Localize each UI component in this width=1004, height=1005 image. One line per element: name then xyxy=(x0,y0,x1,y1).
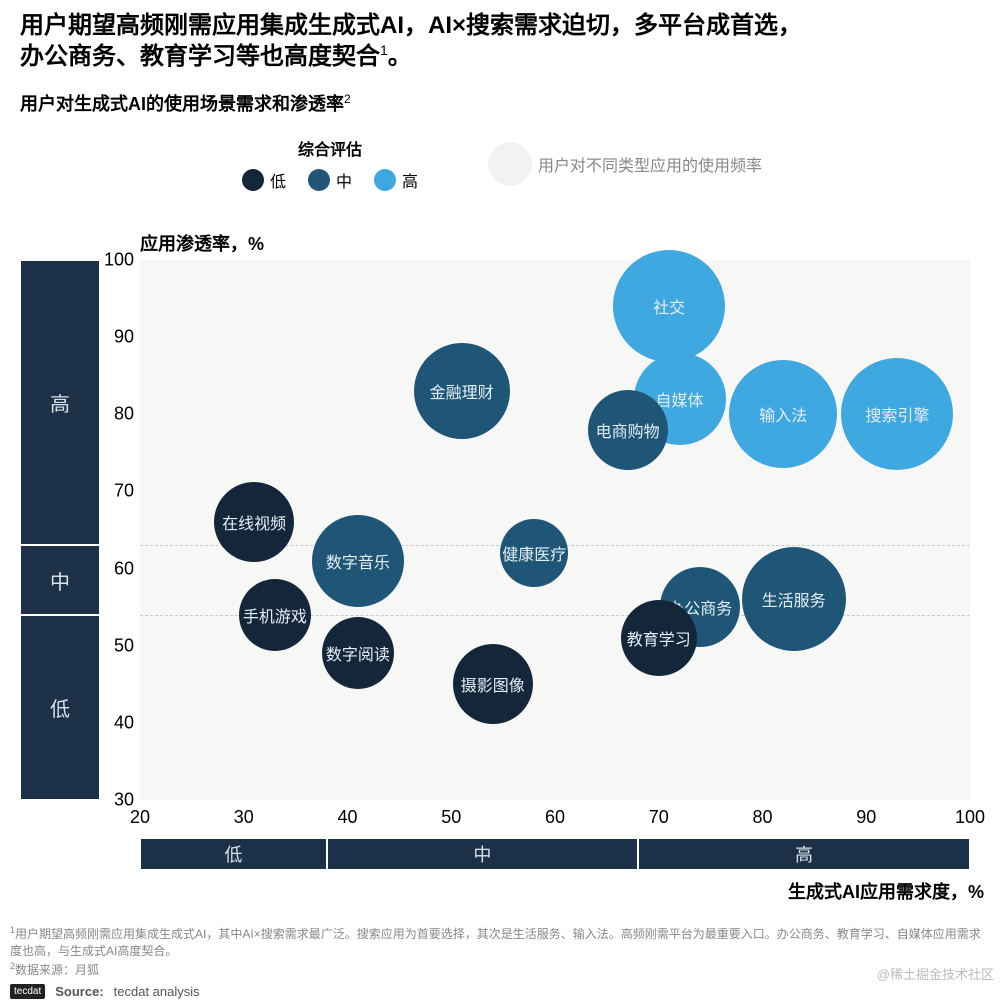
x-tick: 90 xyxy=(856,807,876,828)
legend-dot xyxy=(308,169,330,191)
y-category-低: 低 xyxy=(20,615,100,800)
y-tick: 100 xyxy=(100,250,134,271)
tecdat-badge: tecdat xyxy=(10,984,45,999)
bubble-生活服务: 生活服务 xyxy=(742,547,846,651)
source-label: Source: xyxy=(55,984,103,999)
bubble-电商购物: 电商购物 xyxy=(588,390,668,470)
legend-size-dot xyxy=(488,142,532,186)
title-line2: 办公商务、教育学习等也高度契合 xyxy=(20,43,380,70)
legend-dot xyxy=(374,169,396,191)
legend-dot xyxy=(242,169,264,191)
title-period: 。 xyxy=(388,43,412,70)
legend-item-1: 中 xyxy=(308,168,352,192)
watermark: @稀土掘金技术社区 xyxy=(877,964,994,983)
y-category-中: 中 xyxy=(20,545,100,614)
source-value: tecdat analysis xyxy=(114,984,200,999)
bubble-金融理财: 金融理财 xyxy=(414,343,510,439)
x-category-低: 低 xyxy=(140,838,327,870)
bubble-教育学习: 教育学习 xyxy=(621,600,697,676)
legend-item-0: 低 xyxy=(242,168,286,192)
y-category-高: 高 xyxy=(20,260,100,545)
x-axis-title: 生成式AI应用需求度，% xyxy=(788,878,984,904)
x-tick: 50 xyxy=(441,807,461,828)
source-row: tecdat Source: tecdat analysis xyxy=(10,984,200,999)
title-sup: 1 xyxy=(380,42,388,58)
fn2: 数据来源：月狐 xyxy=(15,963,99,977)
bubble-搜索引擎: 搜索引擎 xyxy=(841,358,953,470)
chart-area: 高中低 30405060708090100 203040506070809010… xyxy=(20,250,984,860)
bubble-健康医疗: 健康医疗 xyxy=(500,519,568,587)
x-category-中: 中 xyxy=(327,838,638,870)
subtitle-sup: 2 xyxy=(344,92,351,106)
bubble-输入法: 输入法 xyxy=(729,360,837,468)
legend-items: 低中高 xyxy=(242,168,418,192)
x-tick: 30 xyxy=(234,807,254,828)
bubble-摄影图像: 摄影图像 xyxy=(453,644,533,724)
y-tick: 70 xyxy=(100,481,134,502)
x-tick: 70 xyxy=(649,807,669,828)
bubble-在线视频: 在线视频 xyxy=(214,482,294,562)
x-tick: 20 xyxy=(130,807,150,828)
bubble-数字音乐: 数字音乐 xyxy=(312,515,404,607)
legend-label: 中 xyxy=(336,168,352,192)
bubble-社交: 社交 xyxy=(613,250,725,362)
title-line1: 用户期望高频刚需应用集成生成式AI，AI×搜索需求迫切，多平台成首选， xyxy=(20,12,802,39)
y-tick: 60 xyxy=(100,558,134,579)
y-tick: 30 xyxy=(100,790,134,811)
y-tick: 90 xyxy=(100,327,134,348)
subtitle: 用户对生成式AI的使用场景需求和渗透率2 xyxy=(0,72,1004,116)
x-category-高: 高 xyxy=(638,838,970,870)
legend-item-2: 高 xyxy=(374,168,418,192)
y-tick: 80 xyxy=(100,404,134,425)
plot-area: 30405060708090100 2030405060708090100 社交… xyxy=(140,260,970,800)
legend-label: 低 xyxy=(270,168,286,192)
x-tick: 80 xyxy=(752,807,772,828)
x-tick: 60 xyxy=(545,807,565,828)
x-tick: 40 xyxy=(337,807,357,828)
legend-title: 综合评估 xyxy=(298,136,362,160)
footnotes: 1用户期望高频刚需应用集成生成式AI，其中AI×搜索需求最广泛。搜索应用为首要选… xyxy=(10,924,990,978)
subtitle-text: 用户对生成式AI的使用场景需求和渗透率 xyxy=(20,94,344,114)
legend-label: 高 xyxy=(402,168,418,192)
y-tick: 40 xyxy=(100,712,134,733)
bubble-数字阅读: 数字阅读 xyxy=(322,617,394,689)
legend: 综合评估 低 中 高 用户对不同类型应用的使用频率 xyxy=(0,136,1004,192)
main-title: 用户期望高频刚需应用集成生成式AI，AI×搜索需求迫切，多平台成首选， 办公商务… xyxy=(0,0,1004,72)
y-tick: 50 xyxy=(100,635,134,656)
fn1: 用户期望高频刚需应用集成生成式AI，其中AI×搜索需求最广泛。搜索应用为首要选择… xyxy=(10,927,981,958)
bubble-手机游戏: 手机游戏 xyxy=(239,579,311,651)
legend-size-label: 用户对不同类型应用的使用频率 xyxy=(538,152,762,176)
x-tick: 100 xyxy=(955,807,985,828)
